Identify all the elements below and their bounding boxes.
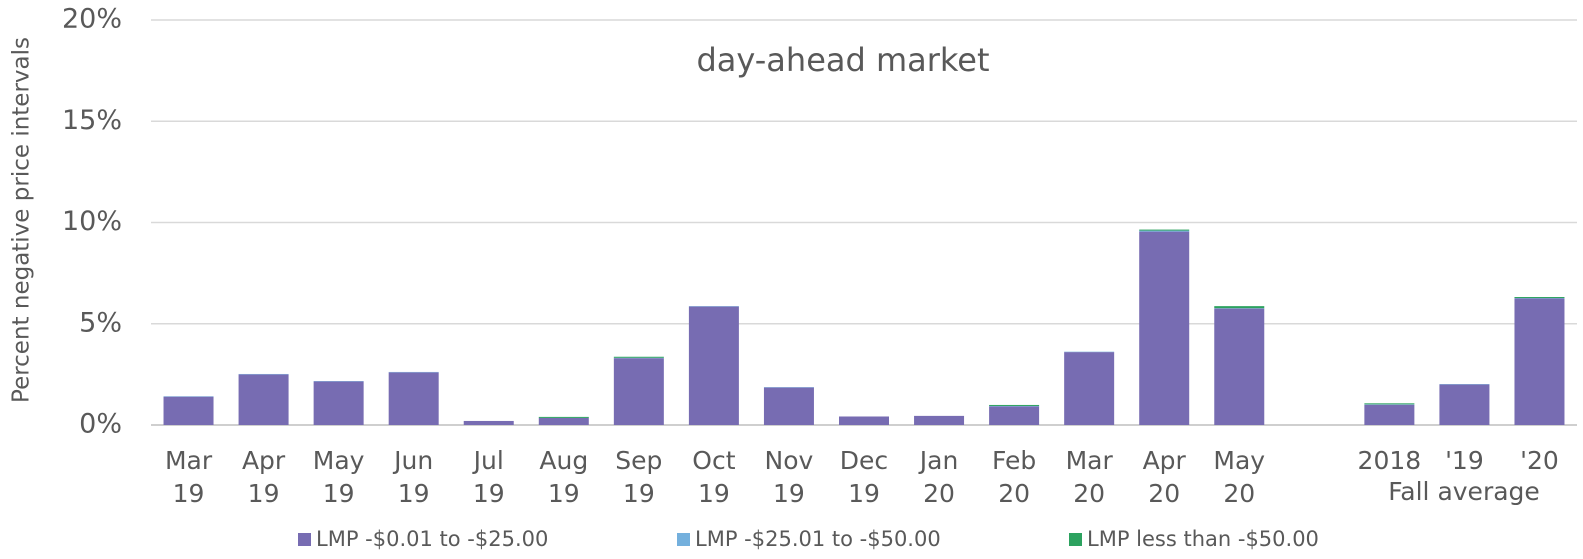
bar-segment	[613, 358, 664, 425]
y-tick-label: 5%	[79, 307, 122, 338]
x-tick-label: Nov 19	[765, 446, 814, 508]
bar-segment	[1514, 298, 1565, 425]
x-tick-label: May 20	[1213, 446, 1265, 508]
chart-title: day-ahead market	[696, 41, 989, 79]
x-tick-label: May 19	[313, 446, 365, 508]
x-tick-label: Sep 19	[615, 446, 662, 508]
x-tick-label: Jun 19	[392, 446, 433, 508]
x-tick-label: Apr 20	[1143, 446, 1187, 508]
bar-segment	[238, 374, 289, 425]
legend-swatch	[677, 533, 690, 546]
bar-segment	[1214, 308, 1265, 425]
y-tick-label: 0%	[79, 409, 122, 440]
bar-segment	[989, 406, 1040, 425]
bar-segment	[1139, 229, 1190, 231]
y-tick-label: 20%	[62, 4, 122, 35]
y-axis-label: Percent negative price intervals	[9, 37, 35, 403]
bar-segment	[989, 404, 1040, 406]
x-tick-label: 2018	[1358, 446, 1422, 475]
bar-segment	[163, 396, 214, 425]
bar-segment	[313, 381, 364, 425]
annotation: Fall average	[1388, 477, 1540, 506]
bar-segment	[1364, 403, 1415, 405]
bar-segment	[538, 416, 589, 418]
bar-segment	[613, 356, 664, 358]
y-tick-label: 15%	[62, 105, 122, 136]
x-tick-label: '19	[1445, 446, 1484, 475]
legend-swatch	[298, 533, 311, 546]
legend-label: LMP -$25.01 to -$50.00	[695, 527, 941, 551]
y-tick-label: 10%	[62, 206, 122, 237]
bar-segment	[463, 420, 514, 425]
x-tick-label: Apr 19	[242, 446, 286, 508]
bar-segment	[839, 416, 889, 425]
bar-segment	[1139, 230, 1190, 232]
x-tick-label: Mar 19	[165, 446, 213, 508]
x-tick-label: Oct 19	[692, 446, 735, 508]
bar-segment	[1064, 352, 1115, 425]
legend-swatch	[1069, 533, 1082, 546]
legend-label: LMP -$0.01 to -$25.00	[316, 527, 548, 551]
bar-segment	[763, 387, 814, 425]
x-tick-label: Aug 19	[539, 446, 588, 508]
bar-segment	[1439, 384, 1490, 425]
bar-segment	[1214, 306, 1265, 309]
bar-segment	[388, 372, 439, 425]
x-tick-label: Jul 19	[472, 446, 505, 508]
x-tick-label: '20	[1520, 446, 1559, 475]
bar-segment	[1139, 231, 1190, 425]
legend-label: LMP less than -$50.00	[1087, 527, 1319, 551]
bar-segment	[688, 306, 739, 425]
bar-segment	[1364, 404, 1415, 425]
bar-segment	[538, 417, 589, 425]
x-tick-label: Feb 20	[992, 446, 1036, 508]
bar-segment	[1514, 297, 1565, 299]
x-tick-label: Dec 19	[840, 446, 888, 508]
bar-segment	[914, 415, 965, 425]
x-tick-label: Mar 20	[1066, 446, 1114, 508]
x-tick-label: Jan 20	[918, 446, 959, 508]
